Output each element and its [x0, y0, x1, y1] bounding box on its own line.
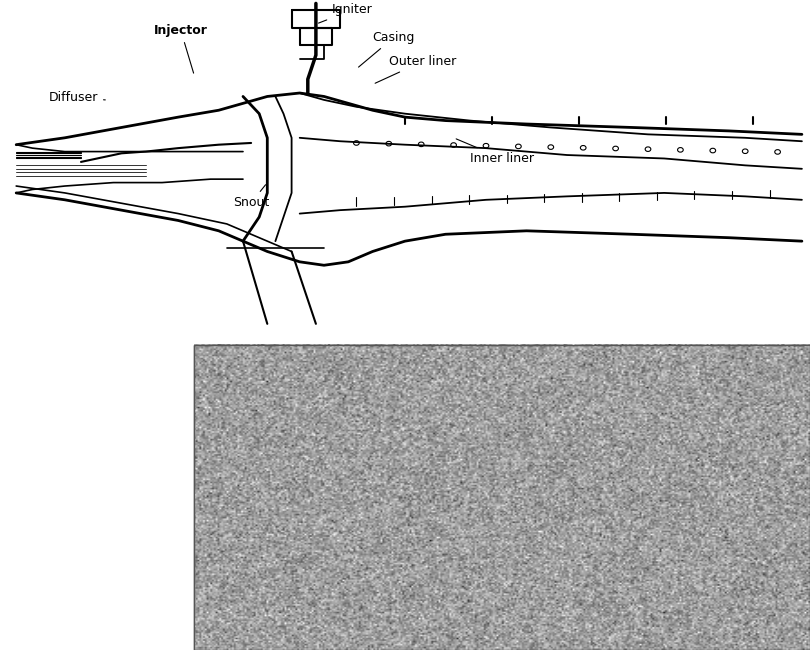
Text: Snout: Snout: [233, 185, 269, 209]
Text: Outer liner: Outer liner: [375, 55, 456, 83]
Text: Casing: Casing: [359, 31, 415, 67]
Bar: [194, 344, 810, 650]
Text: Inner liner: Inner liner: [456, 139, 534, 164]
Bar: [194, 344, 810, 650]
Bar: [0, 0, 810, 344]
Text: Diffuser: Diffuser: [49, 91, 105, 104]
Text: Igniter: Igniter: [318, 3, 373, 23]
Text: Injector: Injector: [154, 24, 208, 73]
